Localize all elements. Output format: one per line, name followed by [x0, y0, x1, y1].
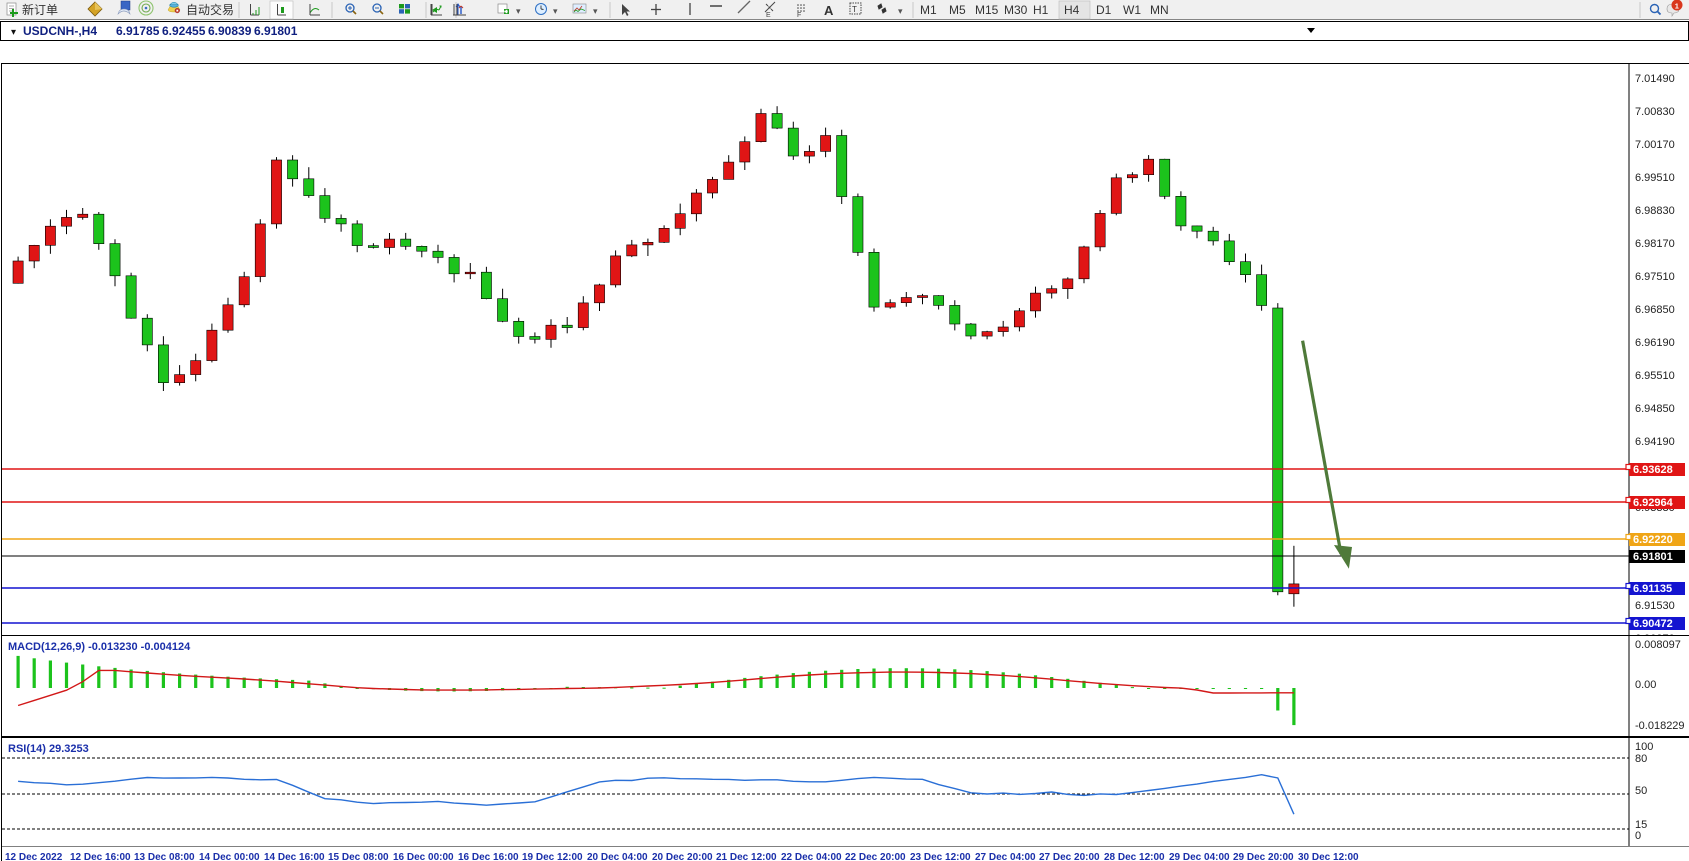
svg-text:7.00830: 7.00830: [1635, 106, 1675, 118]
svg-text:6.96190: 6.96190: [1635, 337, 1675, 349]
svg-text:F: F: [797, 12, 801, 19]
svg-text:H1: H1: [1033, 3, 1049, 17]
svg-text:28 Dec 12:00: 28 Dec 12:00: [1104, 852, 1165, 861]
svg-text:6.90472: 6.90472: [1633, 618, 1673, 630]
svg-text:MACD(12,26,9) -0.013230 -0.004: MACD(12,26,9) -0.013230 -0.004124: [8, 641, 191, 653]
svg-text:0: 0: [1635, 830, 1641, 842]
svg-text:M15: M15: [975, 3, 999, 17]
svg-text:6.95510: 6.95510: [1635, 370, 1675, 382]
svg-text:16 Dec 16:00: 16 Dec 16:00: [458, 852, 519, 861]
svg-text:50: 50: [1635, 785, 1647, 797]
svg-text:▾: ▾: [516, 6, 521, 16]
svg-text:6.94190: 6.94190: [1635, 436, 1675, 448]
svg-text:12 Dec 16:00: 12 Dec 16:00: [70, 852, 131, 861]
svg-text:E: E: [766, 12, 771, 19]
svg-text:22 Dec 04:00: 22 Dec 04:00: [781, 852, 842, 861]
svg-text:1: 1: [1675, 1, 1679, 10]
svg-text:-0.018229: -0.018229: [1635, 720, 1685, 732]
svg-text:新订单: 新订单: [22, 2, 58, 17]
svg-text:6.98170: 6.98170: [1635, 238, 1675, 250]
svg-text:6.91801: 6.91801: [254, 24, 298, 38]
svg-text:6.93628: 6.93628: [1633, 464, 1673, 476]
svg-text:自动交易: 自动交易: [186, 2, 234, 17]
svg-text:30 Dec 12:00: 30 Dec 12:00: [1298, 852, 1359, 861]
svg-text:▾: ▾: [553, 6, 558, 16]
svg-text:6.92455: 6.92455: [162, 24, 206, 38]
svg-text:▾: ▾: [593, 6, 598, 16]
svg-text:6.94850: 6.94850: [1635, 403, 1675, 415]
svg-text:6.91785: 6.91785: [116, 24, 160, 38]
svg-text:14 Dec 16:00: 14 Dec 16:00: [264, 852, 325, 861]
svg-text:6.92964: 6.92964: [1633, 497, 1674, 509]
svg-text:7.00170: 7.00170: [1635, 139, 1675, 151]
svg-text:20 Dec 04:00: 20 Dec 04:00: [587, 852, 648, 861]
svg-text:A: A: [824, 3, 834, 18]
svg-text:6.92220: 6.92220: [1633, 534, 1673, 546]
svg-text:6.90839: 6.90839: [208, 24, 252, 38]
svg-text:0.008097: 0.008097: [1635, 639, 1681, 651]
svg-text:6.97510: 6.97510: [1635, 271, 1675, 283]
svg-text:6.96850: 6.96850: [1635, 304, 1675, 316]
svg-text:D1: D1: [1096, 3, 1112, 17]
svg-text:19 Dec 12:00: 19 Dec 12:00: [522, 852, 583, 861]
svg-text:15 Dec 08:00: 15 Dec 08:00: [328, 852, 389, 861]
svg-text:22 Dec 20:00: 22 Dec 20:00: [845, 852, 906, 861]
svg-text:M30: M30: [1004, 3, 1028, 17]
svg-text:H4: H4: [1064, 3, 1080, 17]
svg-text:T: T: [852, 5, 857, 14]
svg-text:13 Dec 08:00: 13 Dec 08:00: [134, 852, 195, 861]
svg-text:6.98830: 6.98830: [1635, 205, 1675, 217]
svg-text:29 Dec 04:00: 29 Dec 04:00: [1169, 852, 1230, 861]
svg-text:MN: MN: [1150, 3, 1169, 17]
svg-text:21 Dec 12:00: 21 Dec 12:00: [716, 852, 777, 861]
svg-text:27 Dec 20:00: 27 Dec 20:00: [1039, 852, 1100, 861]
svg-text:M1: M1: [920, 3, 937, 17]
svg-text:M5: M5: [949, 3, 966, 17]
svg-text:14 Dec 00:00: 14 Dec 00:00: [199, 852, 260, 861]
svg-text:23 Dec 12:00: 23 Dec 12:00: [910, 852, 971, 861]
svg-text:W1: W1: [1123, 3, 1141, 17]
svg-text:6.99510: 6.99510: [1635, 172, 1675, 184]
svg-text:29 Dec 20:00: 29 Dec 20:00: [1233, 852, 1294, 861]
svg-text:20 Dec 20:00: 20 Dec 20:00: [652, 852, 713, 861]
svg-text:27 Dec 04:00: 27 Dec 04:00: [975, 852, 1036, 861]
svg-text:16 Dec 00:00: 16 Dec 00:00: [393, 852, 454, 861]
svg-text:12 Dec 2022: 12 Dec 2022: [5, 852, 63, 861]
svg-text:RSI(14) 29.3253: RSI(14) 29.3253: [8, 743, 89, 755]
svg-text:6.91135: 6.91135: [1633, 583, 1672, 595]
svg-text:USDCNH-,H4: USDCNH-,H4: [23, 24, 97, 38]
svg-text:▾: ▾: [11, 27, 16, 38]
svg-text:6.91801: 6.91801: [1633, 551, 1673, 563]
svg-text:80: 80: [1635, 753, 1647, 765]
svg-text:7.01490: 7.01490: [1635, 73, 1675, 85]
svg-text:0.00: 0.00: [1635, 679, 1656, 691]
svg-text:100: 100: [1635, 741, 1653, 753]
svg-text:6.91530: 6.91530: [1635, 600, 1675, 612]
svg-text:▾: ▾: [898, 6, 903, 16]
